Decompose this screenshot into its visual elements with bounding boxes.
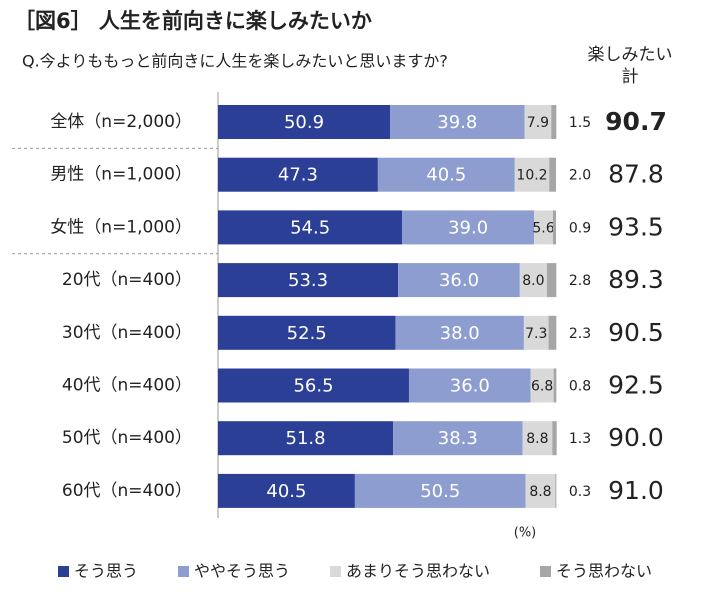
category-label: 20代（n=400） [62,270,192,290]
value-label: 8.8 [526,431,548,447]
value-label: 10.2 [516,168,547,184]
total-label: 91.0 [608,476,664,505]
value-label: 39.0 [448,217,488,238]
legend-swatch [330,566,341,577]
value-label: 36.0 [450,376,490,397]
value-label: 2.3 [569,326,591,342]
value-label: 56.5 [293,376,333,397]
bar-segment [218,105,391,139]
total-label: 92.5 [608,371,664,400]
bar-segment [408,368,531,403]
category-label: 女性（n=1,000） [50,217,192,237]
totals-title: 楽しみたい計 [587,45,673,87]
bar-segment [218,263,399,298]
total-label: 90.7 [605,107,667,136]
bar-segment [552,210,556,245]
value-label: 6.8 [531,379,553,395]
legend-swatch [540,566,551,577]
bar-segment [553,368,557,403]
category-label: 全体（n=2,000） [50,112,192,132]
value-label: 5.6 [532,220,554,236]
bar-segment [549,157,556,192]
value-label: 0.3 [569,484,591,500]
value-label: 8.8 [529,484,551,500]
chart-title: ［図6］ 人生を前向きに楽しみたいか [14,9,372,33]
category-label: 50代（n=400） [62,428,192,448]
value-label: 50.9 [284,112,324,133]
bar-segment [218,210,403,245]
value-label: 39.8 [437,112,477,133]
value-label: 40.5 [266,481,306,502]
legend-swatch [58,566,69,577]
unit-label: (%) [514,526,537,541]
bar-segment [402,210,535,245]
value-label: 1.3 [569,431,591,447]
bar-segment [218,157,378,192]
value-label: 0.8 [569,379,591,395]
bar-segment [393,421,523,456]
total-label: 93.5 [608,212,664,241]
value-label: 50.5 [420,481,460,502]
bar-segment [534,210,553,245]
bar-segment [395,315,524,350]
bar-segment [398,263,520,298]
value-label: 36.0 [439,270,479,291]
value-label: 51.8 [286,428,326,449]
bar-segment [218,368,409,403]
value-label: 1.5 [569,115,591,131]
bar-segment [218,315,396,350]
value-label: 2.0 [569,168,591,184]
bar-segment [390,105,525,139]
value-label: 53.3 [288,270,328,291]
value-label: 52.5 [287,323,327,344]
value-label: 0.9 [569,220,591,236]
value-label: 47.3 [278,165,318,186]
value-label: 8.0 [522,273,544,289]
value-label: 7.3 [525,326,547,342]
bar-segment [514,157,550,192]
bar-segment [551,105,557,139]
bar-segment [524,105,552,139]
total-label: 89.3 [608,265,664,294]
bar-segment [555,473,557,508]
value-label: 38.3 [438,428,478,449]
bar-segment [525,473,556,508]
bar-segment [377,157,515,192]
bar-segment [530,368,554,403]
bar-segment [548,315,557,350]
value-label: 54.5 [290,217,330,238]
value-label: 7.9 [527,115,549,131]
bar-segment [523,315,549,350]
category-label: 男性（n=1,000） [50,165,192,185]
bar-segment [552,421,557,456]
legend-swatch [178,566,189,577]
bar-segment [546,263,557,298]
value-label: 38.0 [440,323,480,344]
legend-label: ややそう思う [194,562,290,581]
value-label: 40.5 [426,165,466,186]
bar-segment [354,473,526,508]
total-label: 90.5 [608,318,664,347]
category-label: 60代（n=400） [62,481,192,501]
chart-subtitle: Q.今よりももっと前向きに人生を楽しみたいと思いますか? [22,52,448,71]
bar-segment [218,473,355,508]
bar-segment [218,421,394,456]
total-label: 87.8 [608,160,664,189]
value-label: 2.8 [569,273,591,289]
bar-segment [522,421,553,456]
legend-label: そう思う [74,562,138,581]
legend-label: そう思わない [556,562,652,581]
category-label: 30代（n=400） [62,323,192,343]
category-label: 40代（n=400） [62,376,192,396]
legend-label: あまりそう思わない [346,562,490,581]
total-label: 90.0 [608,423,664,452]
bar-segment [519,263,547,298]
